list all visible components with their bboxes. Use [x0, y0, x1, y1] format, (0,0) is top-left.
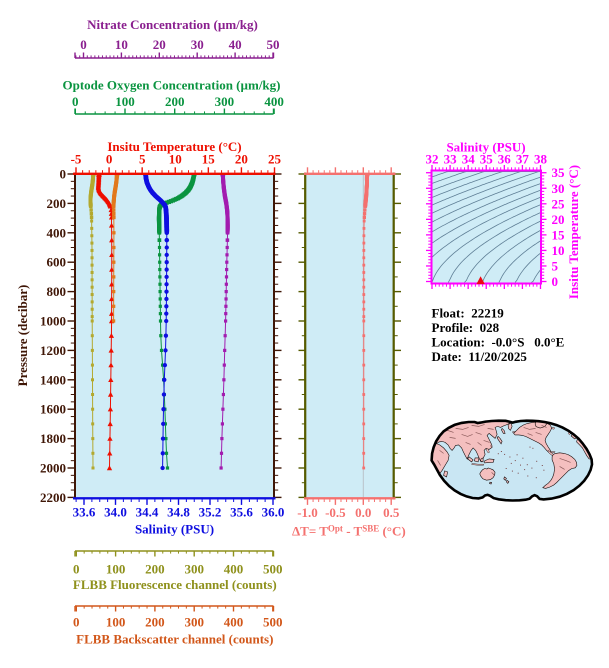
svg-text:34.8: 34.8	[167, 505, 190, 520]
svg-text:34.0: 34.0	[104, 505, 127, 520]
svg-text:0: 0	[106, 151, 113, 166]
svg-text:Nitrate Concentration (µm/kg): Nitrate Concentration (µm/kg)	[87, 17, 258, 32]
svg-text:200: 200	[145, 615, 165, 630]
svg-text:800: 800	[47, 284, 67, 299]
svg-text:-0.5: -0.5	[325, 505, 346, 520]
svg-text:300: 300	[184, 561, 204, 576]
svg-text:0.5: 0.5	[383, 505, 400, 520]
svg-text:400: 400	[47, 225, 67, 240]
svg-text:2200: 2200	[40, 490, 66, 505]
svg-text:50: 50	[267, 37, 280, 52]
svg-text:10: 10	[552, 243, 565, 258]
svg-text:ΔT= TOpt - TSBE (°C): ΔT= TOpt - TSBE (°C)	[292, 524, 406, 539]
svg-text:37: 37	[516, 152, 530, 167]
svg-text:Optode Oxygen Concentration (µ: Optode Oxygen Concentration (µm/kg)	[62, 78, 280, 93]
svg-text:400: 400	[264, 94, 284, 109]
svg-text:10: 10	[115, 37, 128, 52]
svg-text:200: 200	[165, 94, 185, 109]
svg-text:400: 400	[224, 561, 244, 576]
svg-text:1400: 1400	[40, 372, 66, 387]
svg-text:38: 38	[534, 152, 548, 167]
svg-text:33: 33	[444, 152, 458, 167]
svg-text:Pressure (decibar): Pressure (decibar)	[15, 285, 30, 387]
svg-text:300: 300	[184, 615, 204, 630]
svg-text:1800: 1800	[40, 431, 66, 446]
svg-text:32: 32	[426, 152, 439, 167]
svg-text:0: 0	[60, 167, 67, 182]
svg-text:Salinity (PSU): Salinity (PSU)	[135, 522, 214, 537]
svg-text:0: 0	[552, 274, 559, 289]
svg-text:2000: 2000	[40, 461, 66, 476]
svg-text:10: 10	[169, 151, 182, 166]
svg-text:500: 500	[263, 561, 283, 576]
svg-text:36.0: 36.0	[262, 505, 285, 520]
svg-text:20: 20	[552, 212, 565, 227]
svg-text:15: 15	[202, 151, 216, 166]
svg-text:20: 20	[153, 37, 166, 52]
svg-text:Location: -0.0°S 0.0°E: Location: -0.0°S 0.0°E	[432, 335, 565, 350]
svg-text:0: 0	[73, 615, 80, 630]
svg-text:Profile: 028: Profile: 028	[432, 320, 500, 335]
svg-text:Insitu Temperature (°C): Insitu Temperature (°C)	[566, 165, 581, 299]
svg-text:30: 30	[191, 37, 204, 52]
svg-text:500: 500	[263, 615, 283, 630]
svg-text:1200: 1200	[40, 343, 66, 358]
svg-text:100: 100	[106, 615, 126, 630]
svg-text:0.0: 0.0	[355, 505, 371, 520]
svg-text:0: 0	[80, 37, 87, 52]
svg-text:1000: 1000	[40, 314, 66, 329]
svg-text:200: 200	[47, 196, 67, 211]
svg-text:400: 400	[224, 615, 244, 630]
svg-text:Date: 11/20/2025: Date: 11/20/2025	[432, 349, 528, 364]
svg-text:34: 34	[462, 152, 476, 167]
svg-text:0: 0	[72, 94, 79, 109]
svg-text:35: 35	[480, 152, 494, 167]
svg-text:600: 600	[47, 255, 67, 270]
svg-text:30: 30	[552, 181, 565, 196]
svg-text:35.2: 35.2	[199, 505, 222, 520]
svg-text:20: 20	[235, 151, 248, 166]
svg-text:Salinity (PSU): Salinity (PSU)	[446, 140, 525, 155]
svg-text:200: 200	[145, 561, 165, 576]
svg-text:1600: 1600	[40, 402, 66, 417]
svg-text:Float: 22219: Float: 22219	[432, 306, 505, 321]
svg-text:35.6: 35.6	[230, 505, 253, 520]
svg-text:33.6: 33.6	[73, 505, 96, 520]
svg-text:300: 300	[215, 94, 235, 109]
svg-text:FLBB Fluorescence channel (cou: FLBB Fluorescence channel (counts)	[73, 577, 277, 592]
svg-text:-1.0: -1.0	[297, 505, 318, 520]
svg-text:25: 25	[552, 196, 566, 211]
svg-text:-5: -5	[71, 151, 82, 166]
svg-text:5: 5	[552, 259, 559, 274]
svg-text:5: 5	[139, 151, 146, 166]
svg-text:Insitu Temperature (°C): Insitu Temperature (°C)	[107, 139, 241, 154]
svg-text:36: 36	[498, 152, 512, 167]
svg-text:FLBB Backscatter channel (coun: FLBB Backscatter channel (counts)	[76, 631, 273, 646]
svg-text:35: 35	[552, 165, 566, 180]
svg-text:100: 100	[115, 94, 135, 109]
svg-text:100: 100	[106, 561, 126, 576]
svg-text:15: 15	[552, 227, 566, 242]
svg-text:34.4: 34.4	[136, 505, 159, 520]
svg-text:40: 40	[229, 37, 242, 52]
svg-text:0: 0	[73, 561, 80, 576]
svg-text:25: 25	[268, 151, 282, 166]
